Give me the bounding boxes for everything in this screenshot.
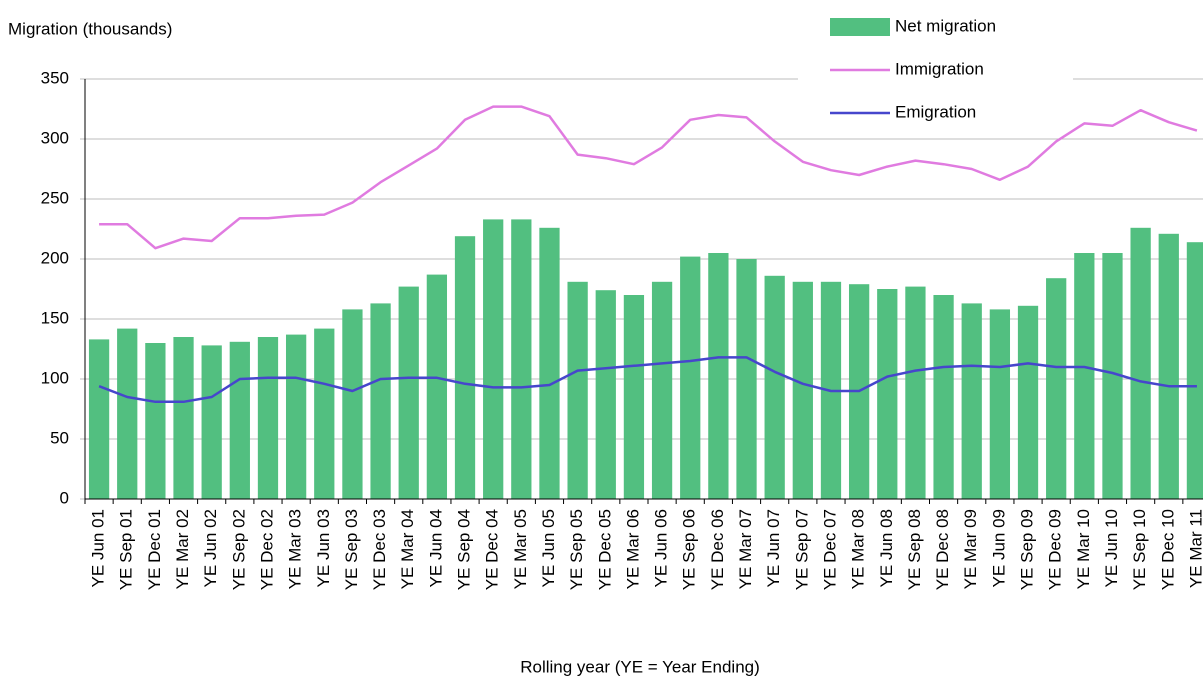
bar xyxy=(651,281,673,499)
bar xyxy=(314,328,335,499)
bar xyxy=(877,289,898,499)
x-tick-label: YE Sep 04 xyxy=(455,509,474,590)
x-tick-label: YE Mar 09 xyxy=(961,509,980,589)
bar xyxy=(342,309,363,499)
bar xyxy=(567,281,588,499)
bar xyxy=(426,274,448,499)
legend-label: Net migration xyxy=(895,16,996,35)
bar xyxy=(623,295,645,499)
bar xyxy=(792,281,813,499)
bar xyxy=(398,286,419,499)
line-series xyxy=(98,356,1197,404)
legend-label: Immigration xyxy=(895,59,984,78)
bar xyxy=(1158,233,1179,500)
bar xyxy=(257,337,279,499)
x-tick-label: YE Dec 09 xyxy=(1046,509,1065,590)
bar xyxy=(88,339,110,499)
bar xyxy=(483,219,504,499)
x-tick-label: YE Sep 02 xyxy=(229,509,248,590)
x-tick-label: YE Jun 09 xyxy=(989,509,1008,587)
line-series xyxy=(99,105,1198,250)
x-tick-label: YE Dec 05 xyxy=(595,509,614,590)
x-tick-label: YE Mar 06 xyxy=(623,509,642,589)
bar xyxy=(1102,253,1123,499)
bar xyxy=(370,303,391,499)
x-tick-label: YE Jun 04 xyxy=(426,509,445,587)
x-tick-label: YE Dec 06 xyxy=(708,509,727,590)
bar xyxy=(933,295,954,499)
x-tick-label: YE Dec 03 xyxy=(370,509,389,590)
y-tick-label: 200 xyxy=(41,248,69,267)
y-tick-label: 250 xyxy=(41,188,69,207)
x-tick-label: YE Sep 09 xyxy=(1018,509,1037,590)
x-tick-label: YE Mar 11 xyxy=(1186,509,1203,588)
bar xyxy=(708,253,729,499)
x-tick-label: YE Jun 03 xyxy=(314,509,333,587)
x-tick-label: YE Mar 07 xyxy=(736,509,755,589)
x-tick-label: YE Dec 04 xyxy=(483,509,502,590)
legend-label: Emigration xyxy=(895,102,976,121)
bar xyxy=(1046,278,1067,499)
bar xyxy=(511,219,532,499)
x-tick-label: YE Dec 07 xyxy=(820,509,839,590)
bar xyxy=(145,343,166,499)
x-tick-label: YE Mar 04 xyxy=(398,509,417,589)
bar xyxy=(1074,253,1095,499)
x-tick-label: YE Dec 02 xyxy=(257,509,276,590)
bar xyxy=(454,236,476,499)
x-tick-label: YE Sep 03 xyxy=(342,509,361,590)
legend-background xyxy=(798,0,1073,96)
x-tick-label: YE Sep 10 xyxy=(1130,509,1149,590)
x-tick-label: YE Dec 01 xyxy=(145,509,164,590)
bar xyxy=(539,227,560,500)
x-tick-label: YE Sep 08 xyxy=(905,509,924,590)
chart-title: Migration (thousands) xyxy=(8,19,172,38)
x-tick-label: YE Mar 10 xyxy=(1074,509,1093,589)
y-tick-label: 150 xyxy=(41,308,69,327)
legend-swatch xyxy=(830,18,890,36)
x-tick-label: YE Jun 07 xyxy=(764,509,783,587)
y-tick-label: 300 xyxy=(41,128,69,147)
bar xyxy=(1017,305,1039,499)
bar xyxy=(736,259,757,499)
y-tick-label: 0 xyxy=(60,488,69,507)
bar xyxy=(764,275,785,499)
bar xyxy=(961,303,982,499)
x-tick-label: YE Sep 07 xyxy=(792,509,811,590)
x-tick-label: YE Dec 10 xyxy=(1158,509,1177,590)
legend: Net migration Immigration Emigration xyxy=(798,0,1073,121)
x-tick-label: YE Sep 06 xyxy=(680,509,699,590)
y-tick-label: 100 xyxy=(41,368,69,387)
bar xyxy=(201,345,222,499)
x-tick-label: YE Mar 05 xyxy=(511,509,530,589)
x-tick-label: YE Jun 08 xyxy=(877,509,896,587)
x-tick-label: YE Jun 10 xyxy=(1102,509,1121,587)
bar xyxy=(117,328,138,499)
x-tick-label: YE Jun 05 xyxy=(539,509,558,587)
bar xyxy=(229,341,250,499)
x-tick-label: YE Jun 06 xyxy=(652,509,671,587)
bar xyxy=(595,290,616,499)
bar xyxy=(285,334,307,499)
bar xyxy=(1186,242,1203,499)
x-tick-label: YE Sep 05 xyxy=(567,509,586,590)
x-tick-label: YE Mar 02 xyxy=(173,509,192,589)
bar xyxy=(905,286,926,499)
bar xyxy=(1130,227,1151,500)
x-tick-label: YE Dec 08 xyxy=(933,509,952,590)
x-tick-label: YE Mar 08 xyxy=(849,509,868,589)
bar xyxy=(173,337,194,499)
bar xyxy=(680,256,701,499)
y-tick-label: 50 xyxy=(50,428,69,447)
x-tick-label: YE Jun 02 xyxy=(201,509,220,587)
x-tick-label: YE Sep 01 xyxy=(117,509,136,590)
bar xyxy=(989,309,1011,499)
y-tick-label: 350 xyxy=(41,68,69,87)
x-tick-label: YE Mar 03 xyxy=(286,509,305,589)
x-axis-label: Rolling year (YE = Year Ending) xyxy=(520,657,760,676)
x-tick-label: YE Jun 01 xyxy=(89,509,108,587)
